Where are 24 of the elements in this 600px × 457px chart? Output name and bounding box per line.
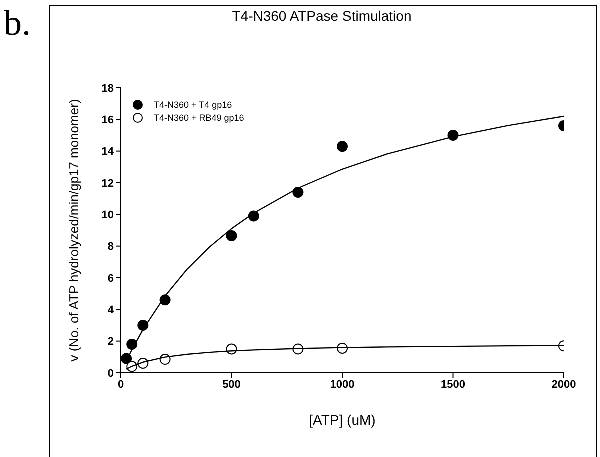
x-tick-label: 0: [118, 378, 124, 391]
x-axis-title: [ATP] (uM): [309, 412, 376, 428]
y-tick-label: 12: [102, 178, 114, 190]
y-tick-label: 16: [102, 114, 114, 127]
point: [337, 141, 348, 152]
y-tick-label: 18: [102, 82, 114, 95]
y-tick-label: 0: [108, 368, 114, 380]
y-tick-label: 6: [108, 272, 114, 285]
x-tick-label: 2000: [552, 378, 576, 391]
chart-title: T4-N360 ATPase Stimulation: [231, 8, 413, 24]
x-tick-label: 1000: [330, 378, 355, 391]
x-tick-label: 500: [222, 378, 241, 391]
y-tick-label: 2: [108, 336, 114, 348]
y-tick-label: 10: [102, 210, 114, 222]
x-tick-label: 1500: [441, 378, 466, 391]
y-tick-label: 4: [108, 304, 115, 317]
y-axis-title: v (No. of ATP hydrolyzed/min/gp17 monomer): [66, 99, 82, 362]
legend-label: T4-N360 + T4 gp16: [154, 100, 232, 110]
y-tick-label: 8: [108, 241, 114, 254]
text: b.: [4, 2, 31, 44]
y-tick-label: 14: [102, 146, 115, 158]
legend-label: T4-N360 + RB49 gp16: [154, 112, 244, 122]
point: [292, 187, 304, 198]
point: [226, 230, 238, 242]
